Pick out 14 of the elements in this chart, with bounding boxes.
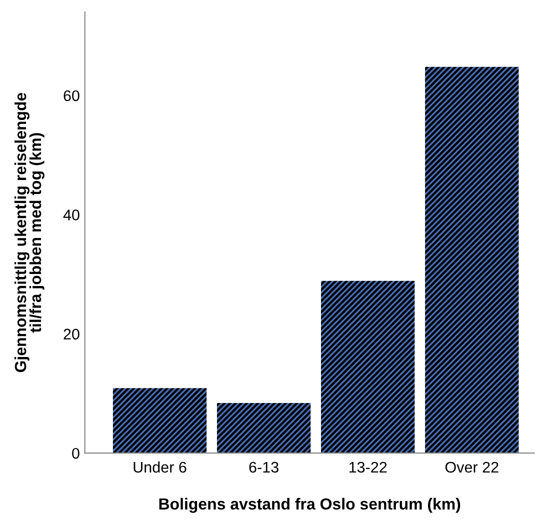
- bar: [321, 280, 415, 454]
- y-axis-title: Gjennomsnittlig ukentlig reiselengde til/fra jobben med tog (km): [14, 92, 44, 372]
- y-tick-label: 60: [64, 90, 80, 102]
- y-tick-label: 40: [63, 210, 80, 220]
- x-axis-title: Boligens avstand fra Oslo sentrum (km): [159, 498, 460, 513]
- x-tick-label: 13-22: [349, 462, 387, 473]
- x-tick-label: Over 22: [445, 462, 498, 473]
- bar: [425, 66, 519, 454]
- y-tick-label: 20: [64, 328, 80, 340]
- x-tick-label: Under 6: [134, 461, 186, 473]
- bar: [216, 403, 311, 454]
- x-tick-label: 6-13: [249, 462, 278, 473]
- y-tick-label: 0: [72, 448, 80, 459]
- bar: [112, 388, 207, 454]
